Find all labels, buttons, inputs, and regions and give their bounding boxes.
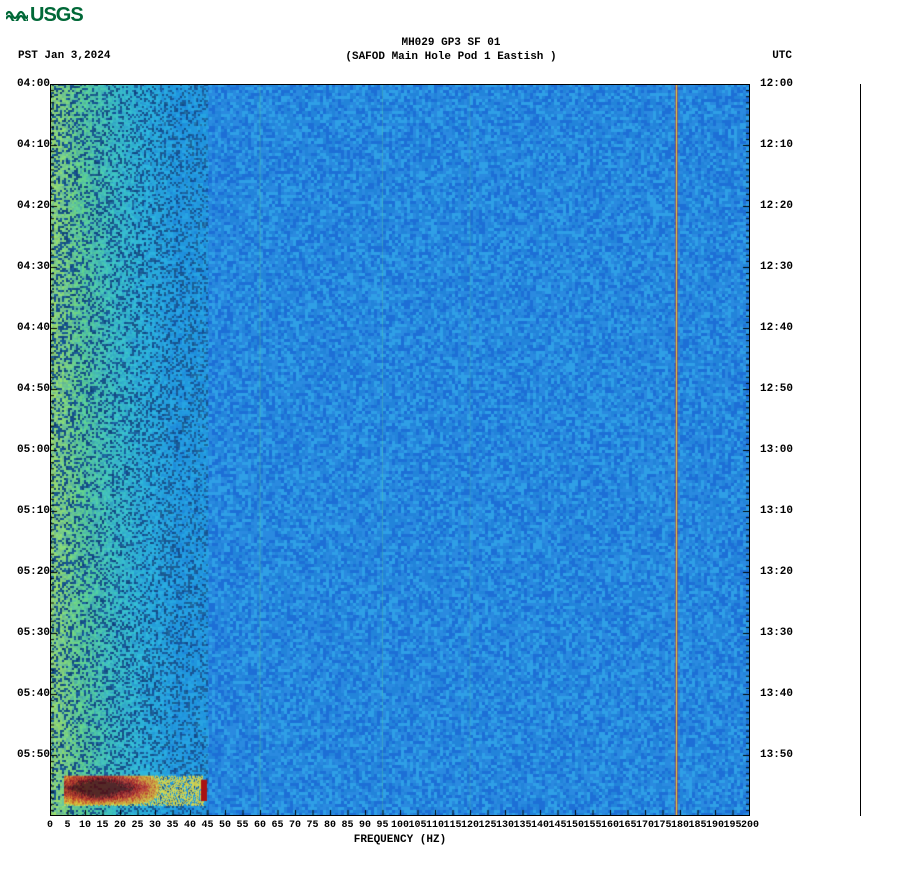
y-left-tick: 05:50 [17,749,50,761]
x-tick: 0 [47,820,53,831]
y-right-tick: 13:00 [760,444,793,456]
logo-text: USGS [30,4,83,26]
y-left-tick: 05:10 [17,505,50,517]
plot-border [50,815,750,816]
x-tick: 20 [114,820,126,831]
y-left-tick: 05:00 [17,444,50,456]
x-tick: 145 [548,820,566,831]
x-tick: 90 [359,820,371,831]
y-right-tick: 12:40 [760,322,793,334]
x-tick: 95 [376,820,388,831]
y-left-tick: 05:30 [17,627,50,639]
x-tick: 165 [618,820,636,831]
y-right-tick: 13:30 [760,627,793,639]
y-left-tick: 04:30 [17,261,50,273]
spectrogram-plot [50,84,750,816]
y-left-tick: 04:00 [17,78,50,90]
x-tick: 25 [131,820,143,831]
x-tick: 35 [166,820,178,831]
x-tick: 180 [671,820,689,831]
x-tick: 55 [236,820,248,831]
x-axis-frequency: FREQUENCY (HZ) 05 10 15 20 25 30 35 40 45 50 55 60 6… [50,820,750,850]
y-right-tick: 12:50 [760,383,793,395]
x-tick: 15 [96,820,108,831]
plot-border [50,84,51,816]
x-tick: 185 [688,820,706,831]
y-right-tick: 13:10 [760,505,793,517]
right-margin-rule [860,84,861,816]
x-tick: 110 [426,820,444,831]
y-right-tick: 12:00 [760,78,793,90]
chart-subtitle: (SAFOD Main Hole Pod 1 Eastish ) [0,50,902,64]
chart-header: MH029 GP3 SF 01 (SAFOD Main Hole Pod 1 E… [0,36,902,64]
y-right-tick: 12:10 [760,139,793,151]
x-tick: 130 [496,820,514,831]
y-left-tick: 05:40 [17,688,50,700]
x-tick: 75 [306,820,318,831]
x-tick: 70 [289,820,301,831]
y-right-tick: 13:50 [760,749,793,761]
y-left-tick: 04:10 [17,139,50,151]
x-tick: 45 [201,820,213,831]
x-tick: 85 [341,820,353,831]
x-tick: 30 [149,820,161,831]
x-tick: 80 [324,820,336,831]
x-tick: 135 [513,820,531,831]
x-tick: 50 [219,820,231,831]
header-left-tz-date: PST Jan 3,2024 [18,50,110,62]
x-tick: 105 [408,820,426,831]
x-tick: 195 [723,820,741,831]
y-right-tick: 12:30 [760,261,793,273]
x-tick: 125 [478,820,496,831]
y-left-tick: 05:20 [17,566,50,578]
y-left-tick: 04:50 [17,383,50,395]
y-left-tick: 04:20 [17,200,50,212]
y-right-tick: 12:20 [760,200,793,212]
x-tick: 40 [184,820,196,831]
x-tick: 100 [391,820,409,831]
x-tick: 65 [271,820,283,831]
y-left-tick: 04:40 [17,322,50,334]
header-right-tz: UTC [772,50,792,62]
x-tick: 155 [583,820,601,831]
plot-border [749,84,750,816]
x-tick: 115 [443,820,461,831]
x-tick: 160 [601,820,619,831]
y-axis-right-utc: 12:0012:1012:2012:3012:4012:5013:0013:10… [760,84,804,816]
x-tick: 200 [741,820,759,831]
x-tick: 170 [636,820,654,831]
x-axis-label: FREQUENCY (HZ) [50,834,750,846]
plot-border [50,84,750,85]
x-tick: 190 [706,820,724,831]
y-axis-left-pst: 04:0004:1004:2004:3004:4004:5005:0005:10… [6,84,50,816]
x-tick: 150 [566,820,584,831]
usgs-logo: USGS [6,4,83,27]
x-tick: 175 [653,820,671,831]
spectrogram-canvas [50,84,750,816]
x-tick: 60 [254,820,266,831]
logo-wave-icon [6,4,28,27]
x-tick: 140 [531,820,549,831]
y-right-tick: 13:40 [760,688,793,700]
x-tick: 120 [461,820,479,831]
chart-title: MH029 GP3 SF 01 [0,36,902,50]
x-tick: 5 [64,820,70,831]
y-right-tick: 13:20 [760,566,793,578]
x-tick: 10 [79,820,91,831]
